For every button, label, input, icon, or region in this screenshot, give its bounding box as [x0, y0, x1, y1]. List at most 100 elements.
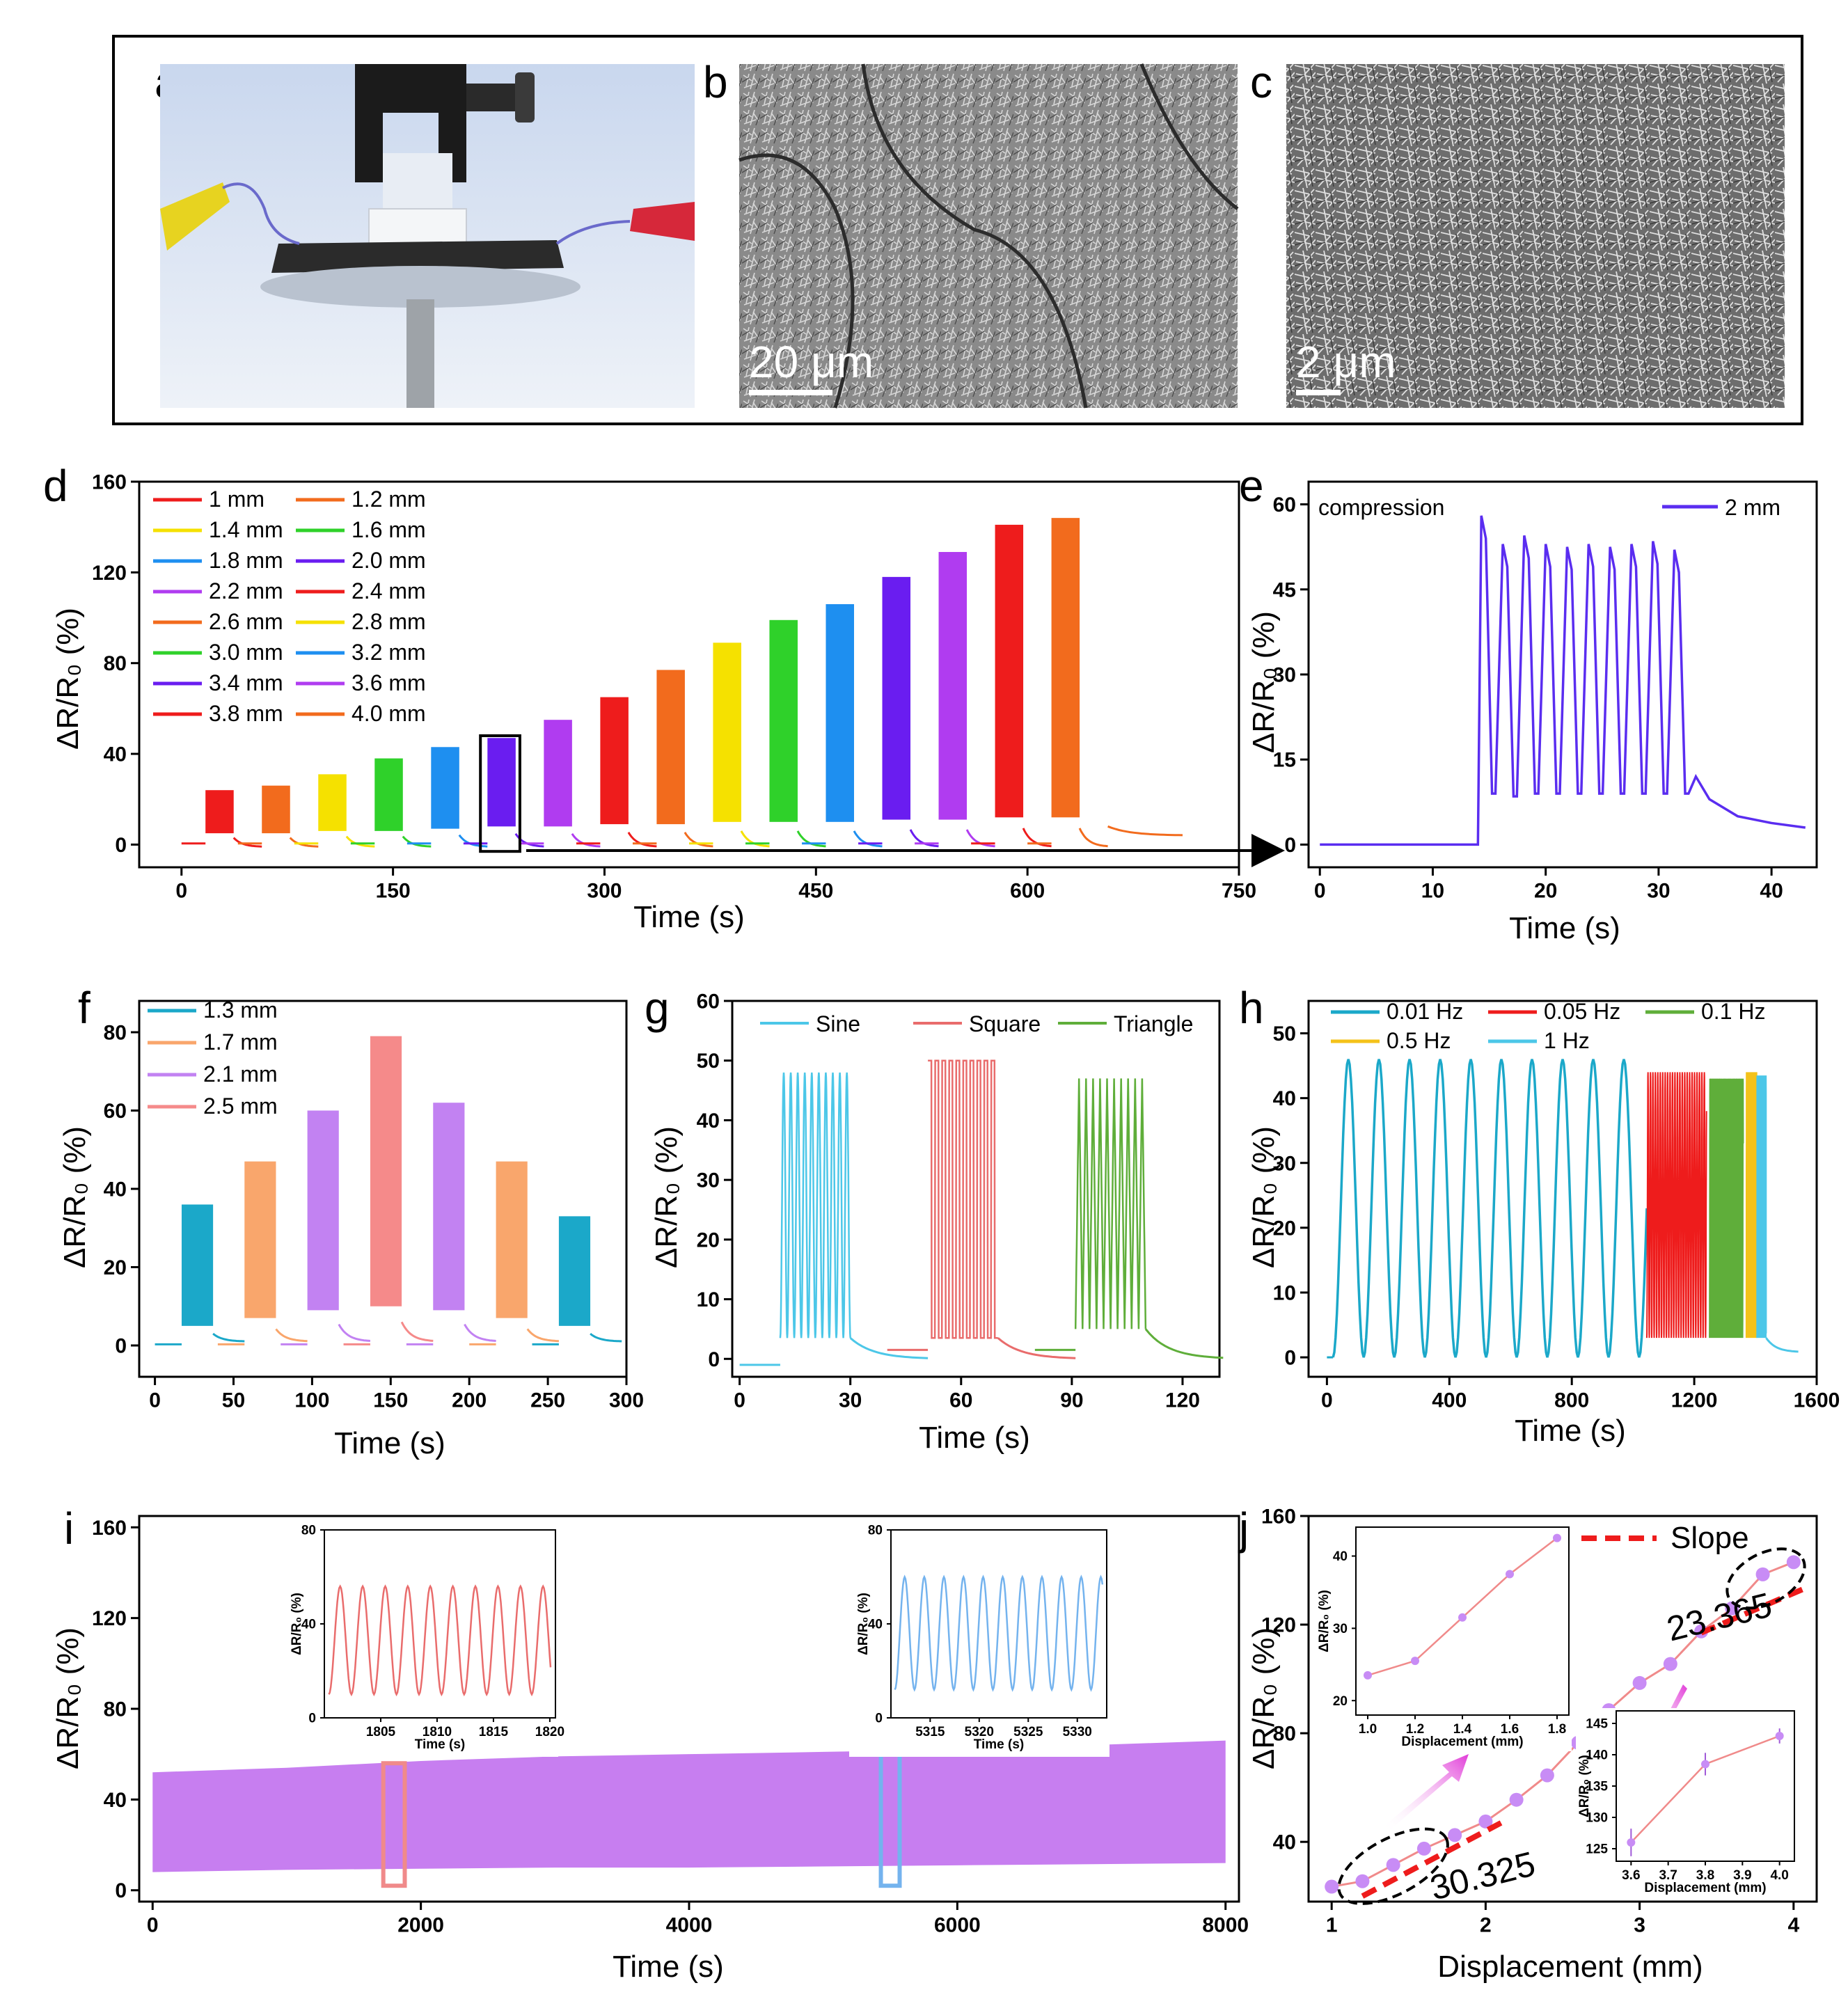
- data-point-j: [1540, 1768, 1554, 1783]
- x-tick-label: 3.7: [1659, 1868, 1677, 1883]
- series-d-decay: [1078, 828, 1108, 848]
- x-tick-label: 1820: [535, 1725, 564, 1739]
- x-tick-label: 1.8: [1548, 1722, 1566, 1737]
- y-tick-label: 40: [104, 1178, 127, 1201]
- plot-frame: [731, 1000, 1221, 1378]
- inset-point-j: [1627, 1838, 1636, 1847]
- y-tick-label: 120: [92, 1607, 127, 1630]
- series-f-segment: [244, 1161, 276, 1318]
- x-tick-label: 4: [1787, 1914, 1799, 1937]
- x-axis-title-d: Time (s): [633, 900, 745, 934]
- series-g-decay: [849, 1337, 929, 1359]
- x-tick-label: 5325: [1013, 1725, 1043, 1739]
- inset-point-j: [1411, 1657, 1419, 1666]
- legend-label-d: 2.0 mm: [352, 548, 426, 573]
- slope-value-low: 30.325: [1426, 1844, 1539, 1907]
- inset-point-j: [1364, 1671, 1372, 1680]
- y-tick-label: 130: [1586, 1811, 1608, 1826]
- x-tick-label: 50: [222, 1389, 245, 1412]
- inset-point-j: [1701, 1760, 1709, 1769]
- legend-label-g: Sine: [816, 1011, 860, 1036]
- panel-d-label: d: [43, 461, 68, 511]
- legend-g: Sine Square Triangle: [760, 1011, 1193, 1036]
- series-g-Triangle: [1074, 1078, 1147, 1329]
- panel-e: e 0 10 20 30 40 0 15 30 45 60 compression 2 mm Ti…: [1239, 461, 1818, 945]
- x-tick-label: 800: [1554, 1389, 1589, 1412]
- series-g-decay: [997, 1337, 1076, 1359]
- y-tick-label: 80: [301, 1524, 316, 1538]
- y-tick-label: 40: [1273, 1087, 1296, 1110]
- legend-label-d: 3.4 mm: [209, 670, 283, 695]
- legend-label-d: 2.6 mm: [209, 609, 283, 634]
- inset-x-axis-title: Time (s): [974, 1737, 1025, 1752]
- legend-label-f: 1.3 mm: [203, 997, 278, 1022]
- panel-f: f 0 50 100 150 200 250 300 0 20 40 60 80 1.3 mm 1.7 …: [58, 983, 644, 1460]
- x-tick-label: 0: [734, 1389, 745, 1412]
- legend-label-g: Triangle: [1114, 1011, 1193, 1036]
- series-d-2.0 mm: [487, 738, 516, 827]
- x-tick-label: 0: [175, 880, 187, 903]
- highlight-box-i-1: [381, 1761, 407, 1888]
- x-tick-label: 300: [587, 880, 622, 903]
- scale-bar-label-c: 2 μm: [1296, 337, 1396, 387]
- y-tick-label: 80: [104, 1022, 127, 1045]
- panel-c: c 2 μm: [1250, 57, 1785, 408]
- slope-line-low: [1361, 1820, 1503, 1899]
- series-f-segment: [496, 1161, 528, 1318]
- yellow-clip-image: [160, 182, 230, 251]
- inset-point-j: [1553, 1533, 1561, 1542]
- sensor-film-image: [271, 240, 564, 273]
- y-tick-label: 125: [1586, 1842, 1608, 1857]
- series-h-0.01 Hz: [1332, 1059, 1648, 1358]
- x-tick-label: 3.8: [1696, 1868, 1714, 1883]
- y-tick-label: 30: [697, 1169, 720, 1192]
- y-tick-label: 40: [301, 1618, 316, 1632]
- y-tick-label: 120: [92, 562, 127, 585]
- panel-g-label: g: [645, 983, 670, 1033]
- series-d-1.2 mm: [262, 785, 290, 834]
- series-d-decay: [289, 837, 319, 848]
- legend-label-h: 1 Hz: [1544, 1028, 1590, 1053]
- y-axis-title-i: ΔR/R₀ (%): [51, 1627, 85, 1769]
- x-axis-title-h: Time (s): [1515, 1414, 1626, 1448]
- series-d-1 mm: [205, 790, 234, 834]
- legend-label-h: 0.1 Hz: [1701, 999, 1765, 1024]
- x-tick-label: 30: [1647, 880, 1670, 903]
- sem-image-high-mag: [1286, 64, 1785, 408]
- x-tick-label: 4.0: [1770, 1868, 1788, 1883]
- series-f-segment: [558, 1216, 591, 1326]
- scale-bar-label-b: 20 μm: [749, 337, 874, 387]
- y-tick-label: 50: [1273, 1022, 1296, 1045]
- y-tick-label: 80: [104, 652, 127, 675]
- y-tick-label: 60: [104, 1100, 127, 1123]
- highlight-ellipse-low: [1337, 1827, 1449, 1905]
- legend-e-label: 2 mm: [1725, 495, 1780, 520]
- series-f-decay: [590, 1332, 622, 1343]
- panel-j: j 1 2 3 4 40 80 120 160 Slope 23.365 30.325 1.0…: [1238, 1503, 1818, 1984]
- data-point-j: [1663, 1657, 1677, 1671]
- x-tick-label: 3.9: [1733, 1868, 1751, 1883]
- data-point-j: [1355, 1874, 1370, 1888]
- x-tick-label: 100: [294, 1389, 329, 1412]
- inset-series-i: [894, 1574, 1104, 1692]
- x-tick-label: 450: [798, 880, 833, 903]
- inset-y-axis-title: ΔR/R₀ (%): [1577, 1755, 1592, 1817]
- y-tick-label: 135: [1586, 1780, 1608, 1794]
- series-d-3.8 mm: [995, 524, 1024, 818]
- x-tick-label: 600: [1010, 880, 1045, 903]
- inset-point-j: [1458, 1613, 1467, 1622]
- x-tick-label: 300: [609, 1389, 644, 1412]
- series-h-0.05 Hz: [1645, 1072, 1707, 1338]
- data-point-j: [1386, 1858, 1400, 1872]
- legend-label-d: 2.2 mm: [209, 578, 283, 603]
- y-tick-label: 0: [115, 1879, 127, 1902]
- top-row-frame: [112, 35, 1803, 425]
- panel-h: h 0 400 800 1200 1600 0 10 20 30 40 50 0.01 Hz 0.05…: [1239, 983, 1840, 1448]
- series-g-Square: [928, 1059, 998, 1339]
- x-axis-title-e: Time (s): [1509, 911, 1620, 945]
- inset-point-j: [1775, 1732, 1784, 1740]
- y-tick-label: 20: [104, 1256, 127, 1279]
- y-tick-label: 80: [1273, 1723, 1296, 1746]
- legend-label-d: 3.0 mm: [209, 640, 283, 665]
